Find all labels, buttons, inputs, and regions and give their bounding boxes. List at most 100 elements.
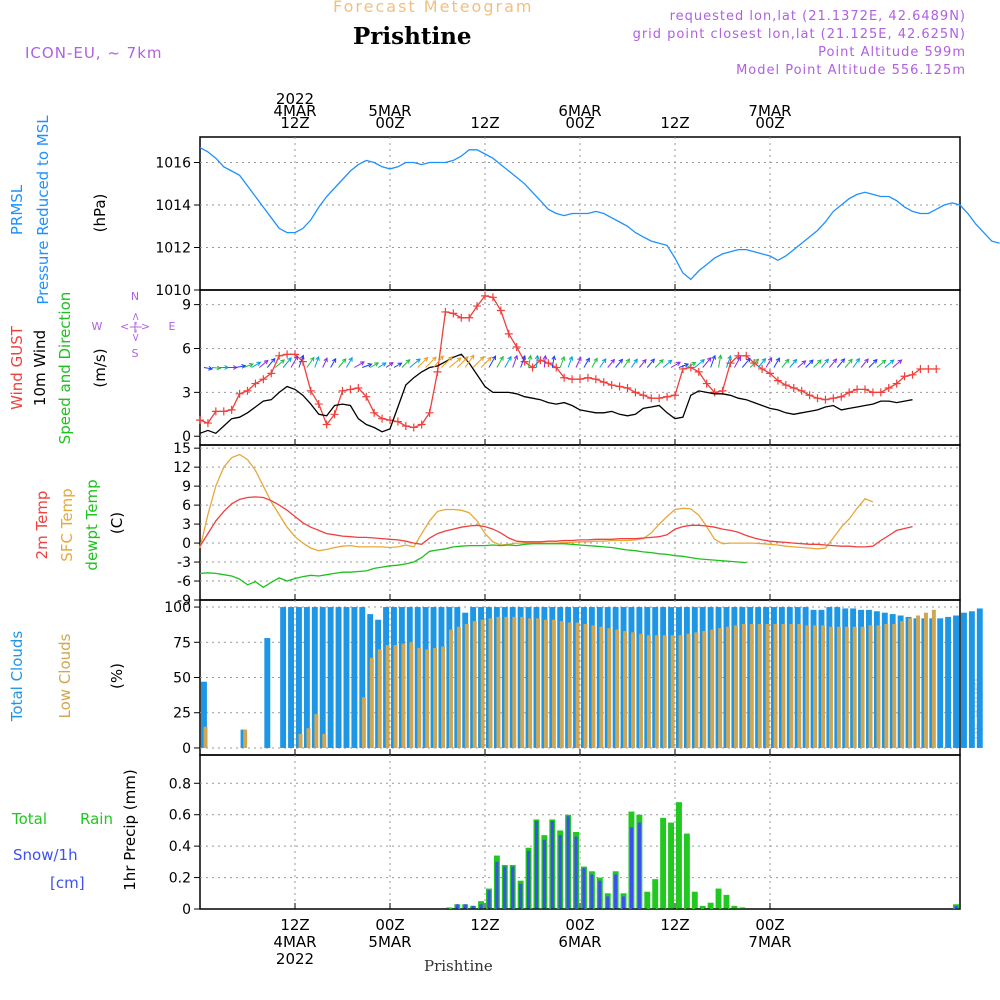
- low-cloud-bar: [551, 619, 556, 748]
- low-cloud-bar: [417, 647, 422, 748]
- wind-arrow-head: [551, 355, 557, 361]
- gust-marker: [623, 383, 632, 392]
- wind-arrow: [274, 359, 285, 368]
- wind-arrow: [876, 359, 886, 368]
- low-cloud-bar: [543, 619, 548, 748]
- gust-marker: [560, 373, 569, 382]
- wind-arrow: [575, 357, 582, 368]
- wind-arrow-head: [367, 363, 373, 368]
- gust-marker: [742, 351, 751, 360]
- top-axis-label: 00Z: [565, 114, 594, 132]
- wind-arrow: [852, 358, 860, 368]
- gust-marker: [322, 420, 331, 429]
- temp-unit-label: (C): [108, 512, 126, 534]
- snow-bar: [637, 822, 641, 909]
- y-tick-label: 3: [182, 517, 191, 533]
- wind-arrow: [638, 359, 647, 368]
- gust-marker: [663, 392, 672, 401]
- wind-arrow: [449, 357, 462, 368]
- low-cloud-bar: [876, 625, 881, 748]
- y-tick-label: 12: [173, 460, 191, 476]
- wind-arrow-head: [560, 355, 566, 361]
- wind-arrow: [266, 358, 276, 368]
- wind-arrow-head: [381, 362, 387, 367]
- y-tick-label: 100: [164, 600, 191, 616]
- precip-total-label: Total: [11, 810, 47, 828]
- gust-marker: [306, 386, 315, 395]
- low-cloud-bar: [369, 657, 374, 748]
- wind-arrow-head: [248, 363, 254, 368]
- top-axis-label: 00Z: [375, 114, 404, 132]
- snow-bar: [598, 880, 602, 909]
- gust-marker: [520, 357, 529, 366]
- low-cloud-bar: [678, 635, 683, 748]
- snow-bar: [621, 896, 626, 909]
- low-cloud-bar: [718, 628, 723, 748]
- wind-arrow: [377, 362, 387, 368]
- snow-bar: [954, 905, 958, 909]
- wind-arrow-head: [397, 362, 403, 367]
- bottom-axis-label: 12Z: [470, 916, 499, 934]
- wind-arrow: [211, 367, 221, 369]
- gust-marker: [924, 364, 933, 373]
- low-cloud-bar: [599, 626, 604, 748]
- snow-bar: [479, 904, 483, 909]
- y-tick-label: 1014: [155, 198, 191, 214]
- rain-bar: [699, 905, 706, 909]
- wind-arrow: [631, 358, 638, 368]
- rain-bar: [660, 817, 667, 909]
- wind-arrow-head: [287, 357, 292, 362]
- cloud-unit-label: (%): [108, 663, 126, 689]
- gust-marker: [243, 386, 252, 395]
- gust-marker: [853, 385, 862, 394]
- precip-rain-label: Rain: [80, 810, 113, 828]
- rain-bar: [668, 822, 674, 909]
- top-axis-label: 7MAR: [748, 102, 791, 120]
- y-tick-label: 0.2: [169, 871, 191, 887]
- wind-arrow: [567, 356, 573, 368]
- wind-arrow: [884, 359, 894, 368]
- wind-arrow: [599, 358, 607, 368]
- wind-arrow: [306, 357, 315, 368]
- gust-marker: [583, 373, 592, 382]
- low-cloud-bar: [813, 625, 818, 748]
- low-cloud-bar: [496, 616, 501, 748]
- wind-arrow-head: [817, 359, 822, 365]
- rain-bar: [644, 891, 651, 909]
- wind-arrow: [290, 355, 299, 368]
- wind-arrow-head: [216, 365, 222, 371]
- gust-marker: [876, 388, 885, 397]
- y-tick-label: -9: [177, 593, 191, 609]
- gust-marker: [631, 388, 640, 397]
- low-cloud-bar: [884, 623, 889, 748]
- snow-bar: [495, 861, 499, 909]
- precip-unit-label: 1hr Precip (mm): [121, 769, 139, 890]
- wind-arrow-head: [832, 358, 838, 364]
- snow-bar: [463, 904, 467, 909]
- wind-arrow: [733, 356, 741, 368]
- low-cloud-bar: [615, 629, 620, 748]
- compass-we: <-|->: [120, 320, 150, 333]
- wind-arrow: [678, 363, 689, 368]
- total-cloud-bar: [201, 681, 207, 748]
- gust-marker: [781, 381, 790, 390]
- y-tick-label: 15: [173, 441, 191, 457]
- bottom-axis-label: 00Z: [565, 916, 594, 934]
- gust-marker: [837, 392, 846, 401]
- gust-marker: [330, 410, 339, 419]
- gust-marker: [203, 419, 212, 428]
- gust-marker: [884, 383, 893, 392]
- snow-bar: [511, 866, 515, 909]
- low-cloud-bar: [306, 728, 311, 748]
- wind-arrow-head: [676, 361, 681, 366]
- low-cloud-bar: [868, 625, 873, 748]
- cloud-low-label: Low Clouds: [56, 633, 74, 718]
- gust-marker: [773, 376, 782, 385]
- wind-arrow: [892, 359, 902, 368]
- wind-arrow-head: [439, 355, 444, 361]
- top-axis-label: 4MAR: [273, 102, 316, 120]
- wind-arrow: [725, 355, 732, 368]
- wind-arrow: [520, 355, 526, 368]
- snow-bar: [558, 835, 562, 909]
- gust-marker: [473, 302, 482, 311]
